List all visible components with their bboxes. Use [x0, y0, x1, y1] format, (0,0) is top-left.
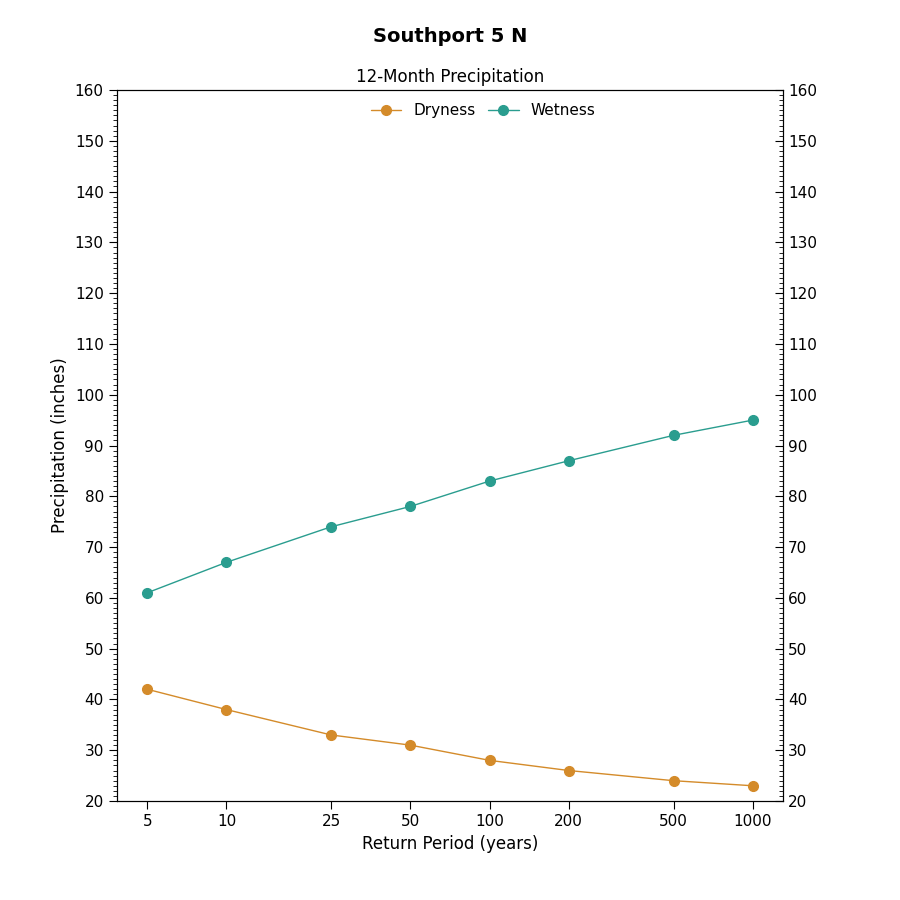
Text: Southport 5 N: Southport 5 N [373, 27, 527, 46]
Dryness [221, 704, 232, 715]
Dryness [668, 775, 679, 786]
Dryness [563, 765, 574, 776]
Dryness [484, 755, 495, 766]
Dryness [142, 684, 153, 695]
Wetness [668, 430, 679, 441]
Title: 12-Month Precipitation: 12-Month Precipitation [356, 68, 544, 86]
Dryness [405, 740, 416, 751]
Line: Dryness: Dryness [142, 684, 758, 790]
Wetness [484, 476, 495, 487]
Wetness [747, 415, 758, 426]
Y-axis label: Precipitation (inches): Precipitation (inches) [51, 357, 69, 534]
Dryness [747, 780, 758, 791]
Wetness [563, 455, 574, 466]
X-axis label: Return Period (years): Return Period (years) [362, 835, 538, 853]
Wetness [221, 557, 232, 568]
Wetness [142, 588, 153, 598]
Legend: Dryness, Wetness: Dryness, Wetness [364, 97, 602, 124]
Line: Wetness: Wetness [142, 415, 758, 598]
Wetness [405, 501, 416, 512]
Wetness [326, 521, 337, 532]
Dryness [326, 730, 337, 741]
